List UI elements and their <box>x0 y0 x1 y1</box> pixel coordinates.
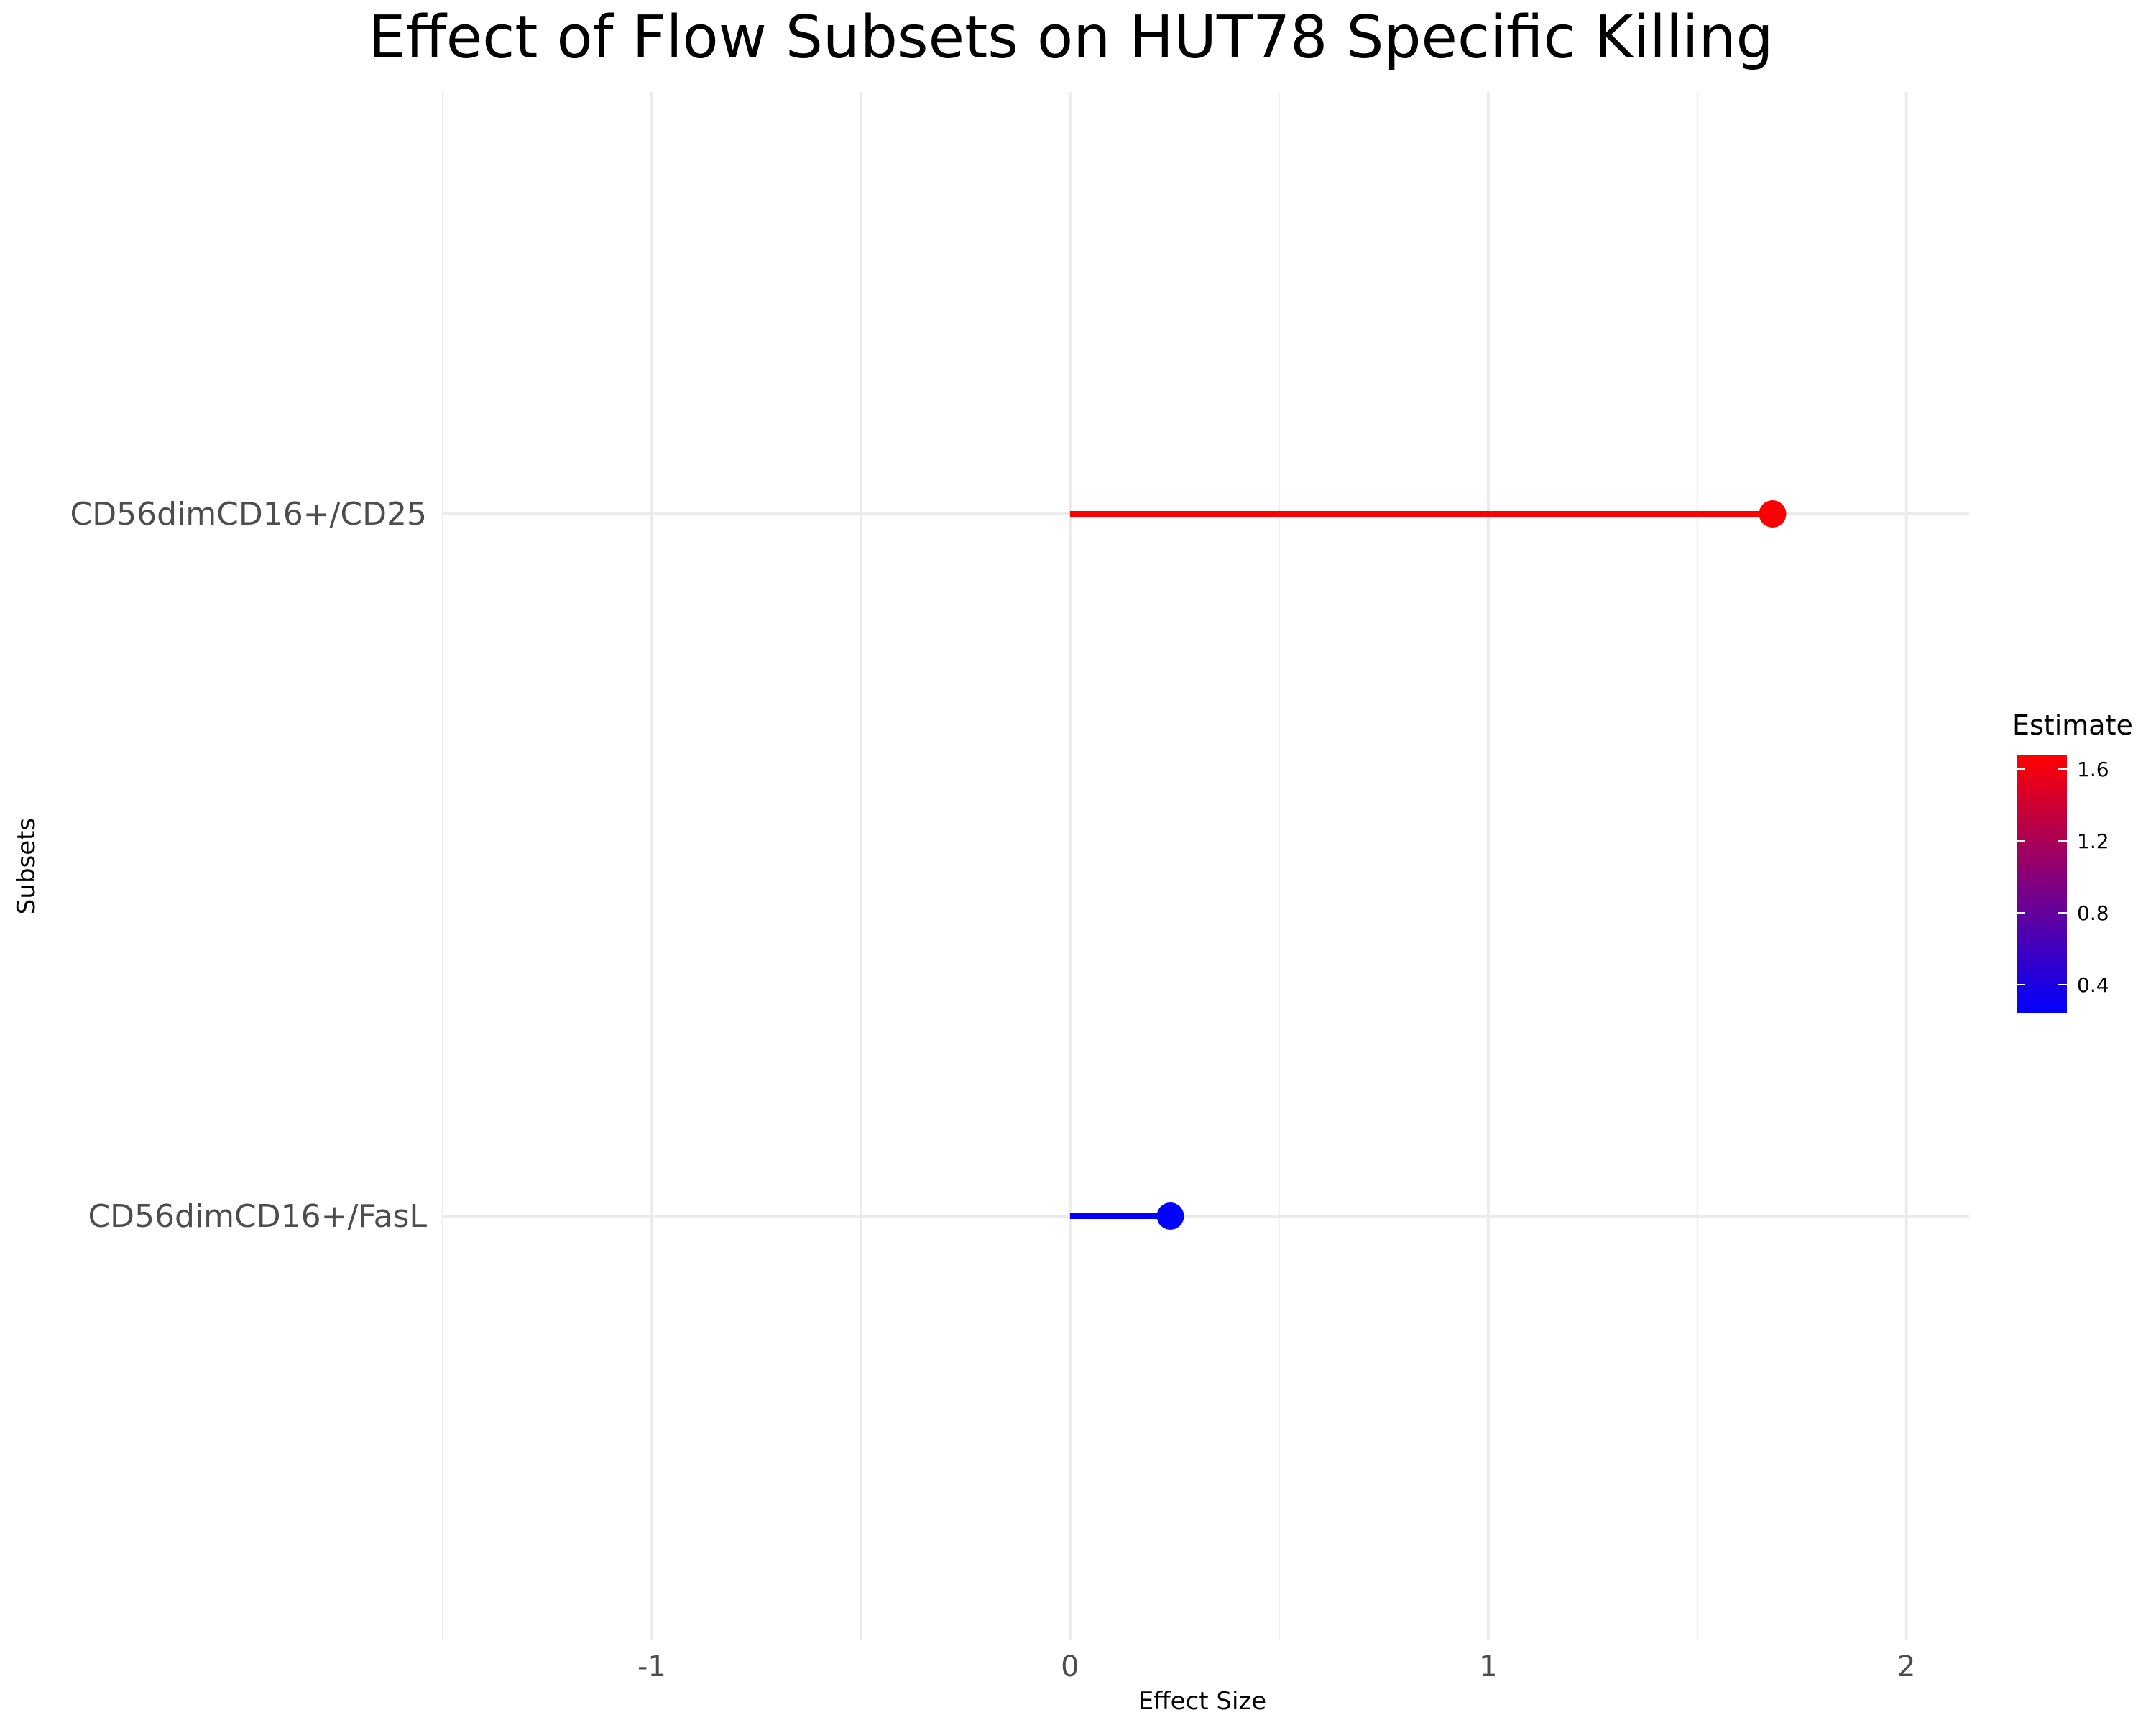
legend-tick-label: 1.6 <box>2077 758 2109 781</box>
color-legend: Estimate 0.4 0.8 1.2 1.6 <box>2012 709 2133 1013</box>
x-tick-label: 0 <box>1061 1650 1079 1683</box>
x-tick-label: 1 <box>1479 1650 1497 1683</box>
data-marks <box>1069 500 1787 1230</box>
chart-title: Effect of Flow Subsets on HUT78 Specific… <box>368 4 1773 72</box>
y-tick-label: CD56dimCD16+/FasL <box>88 1198 427 1235</box>
y-axis-label: Subsets <box>12 818 41 914</box>
x-tick-label: 2 <box>1897 1650 1915 1683</box>
lollipop-point <box>1156 1202 1184 1230</box>
legend-tick-label: 1.2 <box>2077 829 2109 853</box>
legend-ticks: 0.4 0.8 1.2 1.6 <box>2017 758 2109 997</box>
legend-tick-label: 0.8 <box>2077 901 2109 925</box>
legend-colorbar <box>2017 755 2067 1013</box>
legend-tick-label: 0.4 <box>2077 973 2109 997</box>
x-axis-label: Effect Size <box>1138 1687 1266 1716</box>
grid <box>442 92 1969 1640</box>
x-tick-label: -1 <box>637 1650 666 1683</box>
y-tick-label: CD56dimCD16+/CD25 <box>70 496 427 533</box>
legend-title: Estimate <box>2012 709 2133 741</box>
lollipop-point <box>1759 500 1787 528</box>
axes: -1 0 1 2 CD56dimCD16+/CD25 CD56dimCD16+/FasL <box>70 496 1916 1683</box>
